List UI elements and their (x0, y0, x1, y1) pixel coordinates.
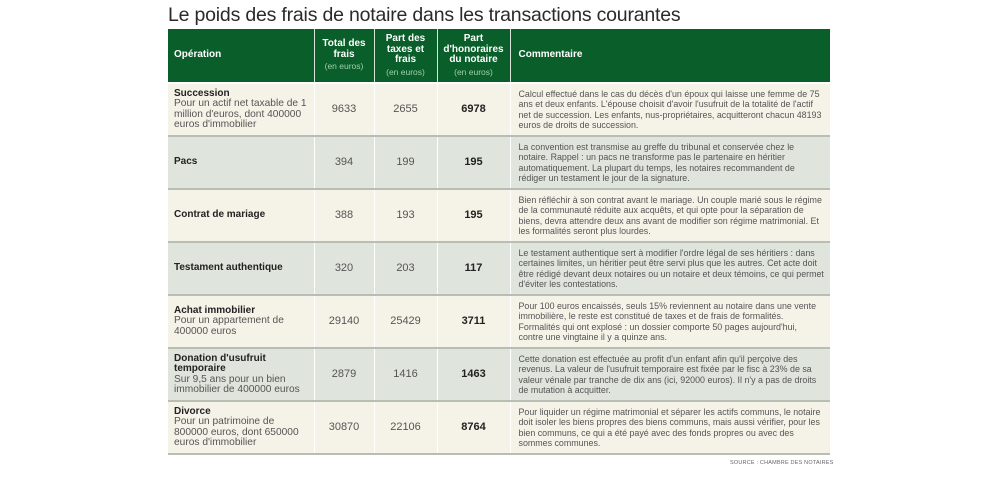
honoraires-cell: 117 (436, 242, 510, 296)
operation-name: Divorce (174, 405, 211, 417)
commentaire-cell: La convention est transmise au greffe du… (509, 136, 830, 190)
total-cell: 29140 (313, 295, 374, 349)
table-row: Pacs 394 199 195 La convention est trans… (168, 136, 830, 190)
header-commentaire: Commentaire (509, 29, 830, 84)
operation-name: Contrat de mariage (174, 209, 266, 221)
total-cell: 2879 (313, 348, 374, 402)
header-honoraires: Part d'honoraires du notaire (en euros) (436, 29, 510, 84)
table-row: Contrat de mariage 388 193 195 Bien réfl… (168, 189, 830, 243)
header-taxes-label: Part des taxes et frais (385, 33, 426, 65)
page-title: Le poids des frais de notaire dans les t… (168, 4, 681, 26)
header-honoraires-label: Part d'honoraires du notaire (443, 33, 504, 65)
honoraires-cell: 195 (436, 136, 510, 190)
header-operation-label: Opération (174, 49, 222, 61)
header-taxes-unit: (en euros) (386, 66, 425, 77)
table-row: Succession Pour un actif net taxable de 1… (168, 83, 830, 137)
operation-name: Testament authentique (174, 262, 283, 274)
total-cell: 388 (313, 189, 374, 243)
total-cell: 394 (313, 136, 374, 190)
honoraires-cell: 195 (436, 189, 510, 243)
header-taxes: Part des taxes et frais (en euros) (373, 29, 437, 84)
operation-name: Donation d'usufruit temporaire (174, 352, 266, 374)
table-row: Testament authentique 320 203 117 Le tes… (168, 242, 830, 296)
commentaire-cell: Calcul effectué dans le cas du décès d'u… (509, 83, 830, 137)
commentaire-cell: Pour 100 euros encaissés, seuls 15% revi… (509, 295, 830, 349)
operation-name: Achat immobilier (174, 304, 256, 316)
table-row: Divorce Pour un patrimoine de 800000 euro… (168, 401, 830, 455)
total-cell: 9633 (313, 83, 374, 137)
table-row: Donation d'usufruit temporaire Sur 9,5 an… (168, 348, 830, 402)
commentaire-cell: Le testament authentique sert à modifier… (509, 242, 830, 296)
operation-cell: Contrat de mariage (168, 189, 314, 243)
header-total-unit: (en euros) (324, 61, 364, 72)
commentaire-cell: Cette donation est effectuée au profit d… (509, 348, 830, 402)
taxes-cell: 193 (373, 189, 437, 243)
header-total-label: Total des frais (322, 38, 366, 60)
total-cell: 30870 (313, 401, 374, 455)
operation-description: Pour un appartement de 400000 euros (174, 315, 284, 337)
taxes-cell: 2655 (373, 83, 437, 137)
operation-cell: Divorce Pour un patrimoine de 800000 euro… (168, 401, 314, 455)
operation-cell: Achat immobilier Pour un appartement de 4… (168, 295, 314, 349)
taxes-cell: 1416 (373, 348, 437, 402)
table-header-row: Opération Total des frais (en euros) Par… (168, 29, 830, 84)
operation-description: Sur 9,5 ans pour un bien immobilier de 4… (174, 373, 300, 395)
taxes-cell: 25429 (373, 295, 437, 349)
source-credit: SOURCE : CHAMBRE DES NOTAIRES (730, 460, 834, 466)
honoraires-cell: 8764 (436, 401, 510, 455)
honoraires-cell: 6978 (436, 83, 510, 137)
honoraires-cell: 3711 (436, 295, 510, 349)
operation-name: Succession (174, 87, 230, 99)
fees-table: Opération Total des frais (en euros) Par… (168, 29, 830, 455)
taxes-cell: 22106 (373, 401, 437, 455)
table-row: Achat immobilier Pour un appartement de 4… (168, 295, 830, 349)
header-honoraires-unit: (en euros) (454, 66, 493, 77)
commentaire-cell: Bien réfléchir à son contrat avant le ma… (509, 189, 830, 243)
operation-name: Pacs (174, 156, 198, 168)
header-total: Total des frais (en euros) (313, 29, 374, 84)
honoraires-cell: 1463 (436, 348, 510, 402)
header-commentaire-label: Commentaire (518, 49, 583, 61)
operation-description: Pour un actif net taxable de 1 million d… (174, 98, 307, 130)
taxes-cell: 203 (373, 242, 437, 296)
commentaire-cell: Pour liquider un régime matrimonial et s… (509, 401, 830, 455)
operation-cell: Pacs (168, 136, 314, 190)
operation-cell: Donation d'usufruit temporaire Sur 9,5 an… (168, 348, 314, 402)
taxes-cell: 199 (373, 136, 437, 190)
operation-description: Pour un patrimoine de 800000 euros, dont… (174, 416, 299, 448)
operation-cell: Succession Pour un actif net taxable de 1… (168, 83, 314, 137)
total-cell: 320 (313, 242, 374, 296)
operation-cell: Testament authentique (168, 242, 314, 296)
header-operation: Opération (168, 29, 314, 84)
